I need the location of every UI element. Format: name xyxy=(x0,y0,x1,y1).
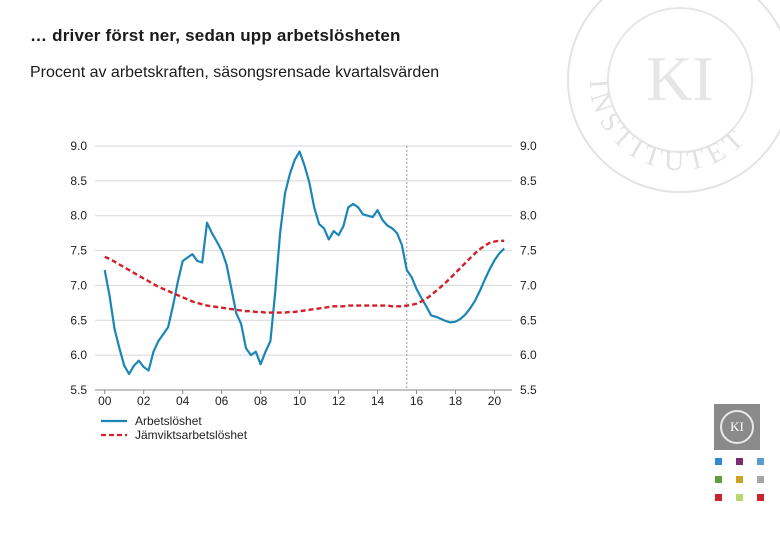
chart-title: … driver först ner, sedan upp arbetslösh… xyxy=(30,26,401,45)
x-tick-04: 04 xyxy=(176,394,190,408)
x-tick-18: 18 xyxy=(449,394,463,408)
y-tick-right-6.0: 6.0 xyxy=(520,348,537,362)
x-tick-02: 02 xyxy=(137,394,151,408)
institute-seal-watermark: INSTITUTET KI xyxy=(567,0,780,193)
x-tick-08: 08 xyxy=(254,394,268,408)
logo-square xyxy=(757,476,764,483)
y-tick-right-8.5: 8.5 xyxy=(520,174,537,188)
logo-square xyxy=(736,476,743,483)
logo-square xyxy=(715,494,722,501)
x-tick-06: 06 xyxy=(215,394,229,408)
logo-square xyxy=(715,476,722,483)
y-tick-right-6.5: 6.5 xyxy=(520,313,537,327)
ki-logo-text: KI xyxy=(720,410,754,444)
y-tick-right-8.0: 8.0 xyxy=(520,209,537,223)
y-tick-left-5.5: 5.5 xyxy=(70,383,87,397)
series-line-jamviktsarbetsloshet xyxy=(104,239,505,314)
logo-square xyxy=(736,458,743,465)
x-tick-12: 12 xyxy=(332,394,346,408)
x-tick-20: 20 xyxy=(488,394,502,408)
chart-subtitle: Procent av arbetskraften, säsongsrensade… xyxy=(30,64,440,81)
logo-square xyxy=(757,458,764,465)
y-tick-left-6.5: 6.5 xyxy=(70,313,87,327)
grid xyxy=(95,145,512,391)
x-tick-00: 00 xyxy=(98,394,112,408)
y-tick-left-8.5: 8.5 xyxy=(70,174,87,188)
legend-label-1: Jämviktsarbetslöshet xyxy=(135,428,248,442)
x-tick-16: 16 xyxy=(410,394,424,408)
y-tick-left-9.0: 9.0 xyxy=(70,139,87,153)
series-line-arbetsloshet xyxy=(103,150,505,376)
logo-square xyxy=(757,494,764,501)
ki-logo: KI xyxy=(714,404,760,450)
x-tick-10: 10 xyxy=(293,394,307,408)
y-tick-left-6.0: 6.0 xyxy=(70,348,87,362)
y-tick-left-7.0: 7.0 xyxy=(70,278,87,292)
logo-square xyxy=(736,494,743,501)
y-tick-right-5.5: 5.5 xyxy=(520,383,537,397)
y-tick-right-7.0: 7.0 xyxy=(520,278,537,292)
seal-monogram: KI xyxy=(646,43,714,114)
legend-label-0: Arbetslöshet xyxy=(135,414,202,428)
y-tick-left-7.5: 7.5 xyxy=(70,244,87,258)
y-tick-left-8.0: 8.0 xyxy=(70,209,87,223)
y-tick-right-9.0: 9.0 xyxy=(520,139,537,153)
series-lines xyxy=(103,150,505,376)
logo-square xyxy=(715,458,722,465)
axis-ticks: 9.0 9.0 8.5 8.5 8.0 8.0 7.5 7.5 7.0 7.0 6.5 6.5 6.0 6… xyxy=(70,139,537,408)
x-tick-14: 14 xyxy=(371,394,385,408)
y-tick-right-7.5: 7.5 xyxy=(520,244,537,258)
